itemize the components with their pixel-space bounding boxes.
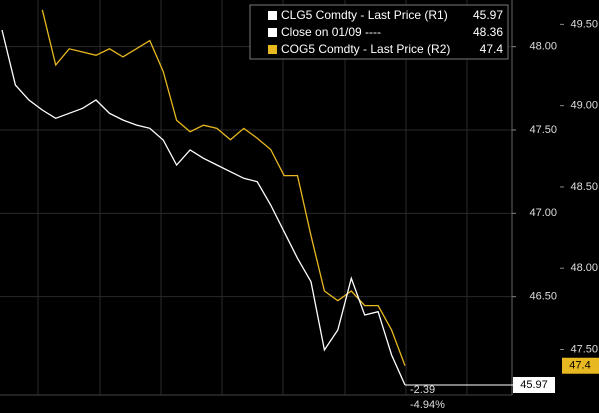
plot — [1, 9, 406, 386]
legend-box — [249, 4, 509, 60]
legend-value: 47.4 — [480, 42, 504, 56]
series-line — [1, 29, 406, 386]
legend-swatch — [268, 11, 277, 20]
legend-value: 48.36 — [473, 25, 503, 39]
y-tick-label: 48.00 — [529, 41, 557, 53]
y-tick-label: 46.50 — [529, 291, 557, 303]
legend-label: COG5 Comdty - Last Price (R2) — [281, 42, 450, 56]
y2-tick-label: 48.00 — [570, 262, 598, 274]
y2-tick-label: 49.00 — [570, 100, 598, 112]
last-box — [562, 357, 599, 374]
series-line — [41, 9, 406, 366]
y-tick-label: 47.50 — [529, 124, 557, 136]
legend-value: 45.97 — [473, 8, 503, 22]
legend-label: Close on 01/09 ---- — [281, 25, 381, 39]
last-label: 45.97 — [520, 379, 548, 391]
last-label: 47.4 — [569, 360, 590, 372]
legend-label: CLG5 Comdty - Last Price (R1) — [281, 8, 448, 22]
y2-tick-label: 48.50 — [570, 181, 598, 193]
legend-swatch — [268, 28, 277, 37]
y-tick-label: 47.00 — [529, 207, 557, 219]
annotation: -4.94% — [410, 399, 445, 411]
annotation: -2.39 — [410, 384, 435, 396]
last-box — [513, 377, 555, 393]
y2-tick-label: 49.50 — [570, 18, 598, 30]
y2-tick-label: 47.50 — [570, 343, 598, 355]
legend-swatch — [268, 45, 277, 54]
